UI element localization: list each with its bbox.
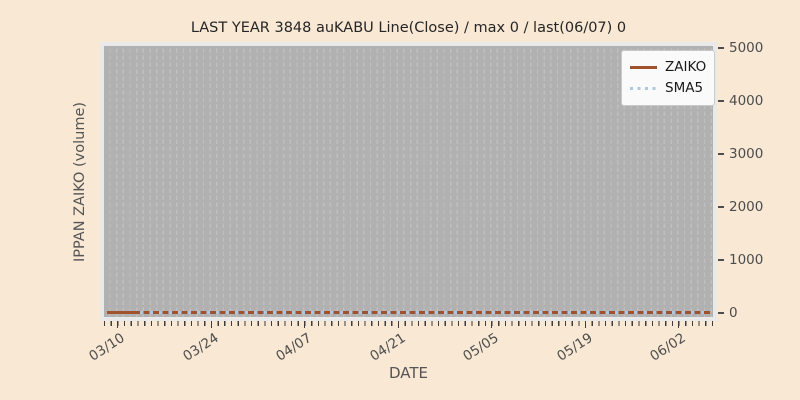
- x-tick-label: 05/05: [460, 330, 502, 365]
- y-tick-mark: [718, 100, 724, 102]
- legend-item-zaiko: ZAIKO: [630, 57, 706, 78]
- x-tick-label: 04/07: [273, 330, 315, 365]
- legend-label-zaiko: ZAIKO: [665, 59, 707, 75]
- x-tick-mark: [397, 321, 399, 328]
- sma5-dotted-swatch-icon: [630, 87, 657, 90]
- x-tick-label: 03/24: [179, 330, 222, 365]
- x-tick-mark: [304, 321, 306, 328]
- x-axis-label: DATE: [388, 364, 429, 382]
- x-axis-minor-ticks: [104, 321, 713, 326]
- x-tick-label: 05/19: [553, 330, 596, 365]
- x-tick-mark: [678, 321, 680, 328]
- y-tick-label: 0: [729, 305, 738, 321]
- x-tick-mark: [210, 321, 212, 328]
- chart-title: LAST YEAR 3848 auKABU Line(Close) / max …: [190, 20, 627, 36]
- y-tick-label: 1000: [729, 252, 764, 268]
- x-tick-label: 06/02: [647, 330, 689, 365]
- x-tick-mark: [584, 321, 586, 328]
- x-tick-label: 03/10: [86, 330, 128, 365]
- y-axis-label: IPPAN ZAIKO (volume): [72, 101, 88, 263]
- x-tick-mark: [491, 321, 493, 328]
- legend-item-sma5: SMA5: [630, 78, 706, 99]
- y-tick-mark: [718, 312, 724, 314]
- y-tick-mark: [718, 47, 724, 49]
- legend-label-sma5: SMA5: [665, 80, 704, 96]
- x-tick-mark: [117, 321, 119, 328]
- y-tick-label: 5000: [729, 40, 764, 56]
- legend: ZAIKO SMA5: [621, 50, 715, 106]
- x-tick-label: 04/21: [366, 330, 409, 365]
- zaiko-line-swatch-icon: [630, 66, 657, 69]
- y-tick-mark: [718, 259, 724, 261]
- plot-grid: [104, 46, 713, 317]
- y-tick-label: 4000: [729, 93, 764, 109]
- sma5-series-line: [140, 310, 710, 314]
- y-tick-label: 2000: [729, 199, 764, 215]
- plot-area: ZAIKO SMA5: [100, 42, 717, 321]
- y-tick-mark: [718, 153, 724, 155]
- y-tick-mark: [718, 206, 724, 208]
- y-tick-label: 3000: [729, 146, 764, 162]
